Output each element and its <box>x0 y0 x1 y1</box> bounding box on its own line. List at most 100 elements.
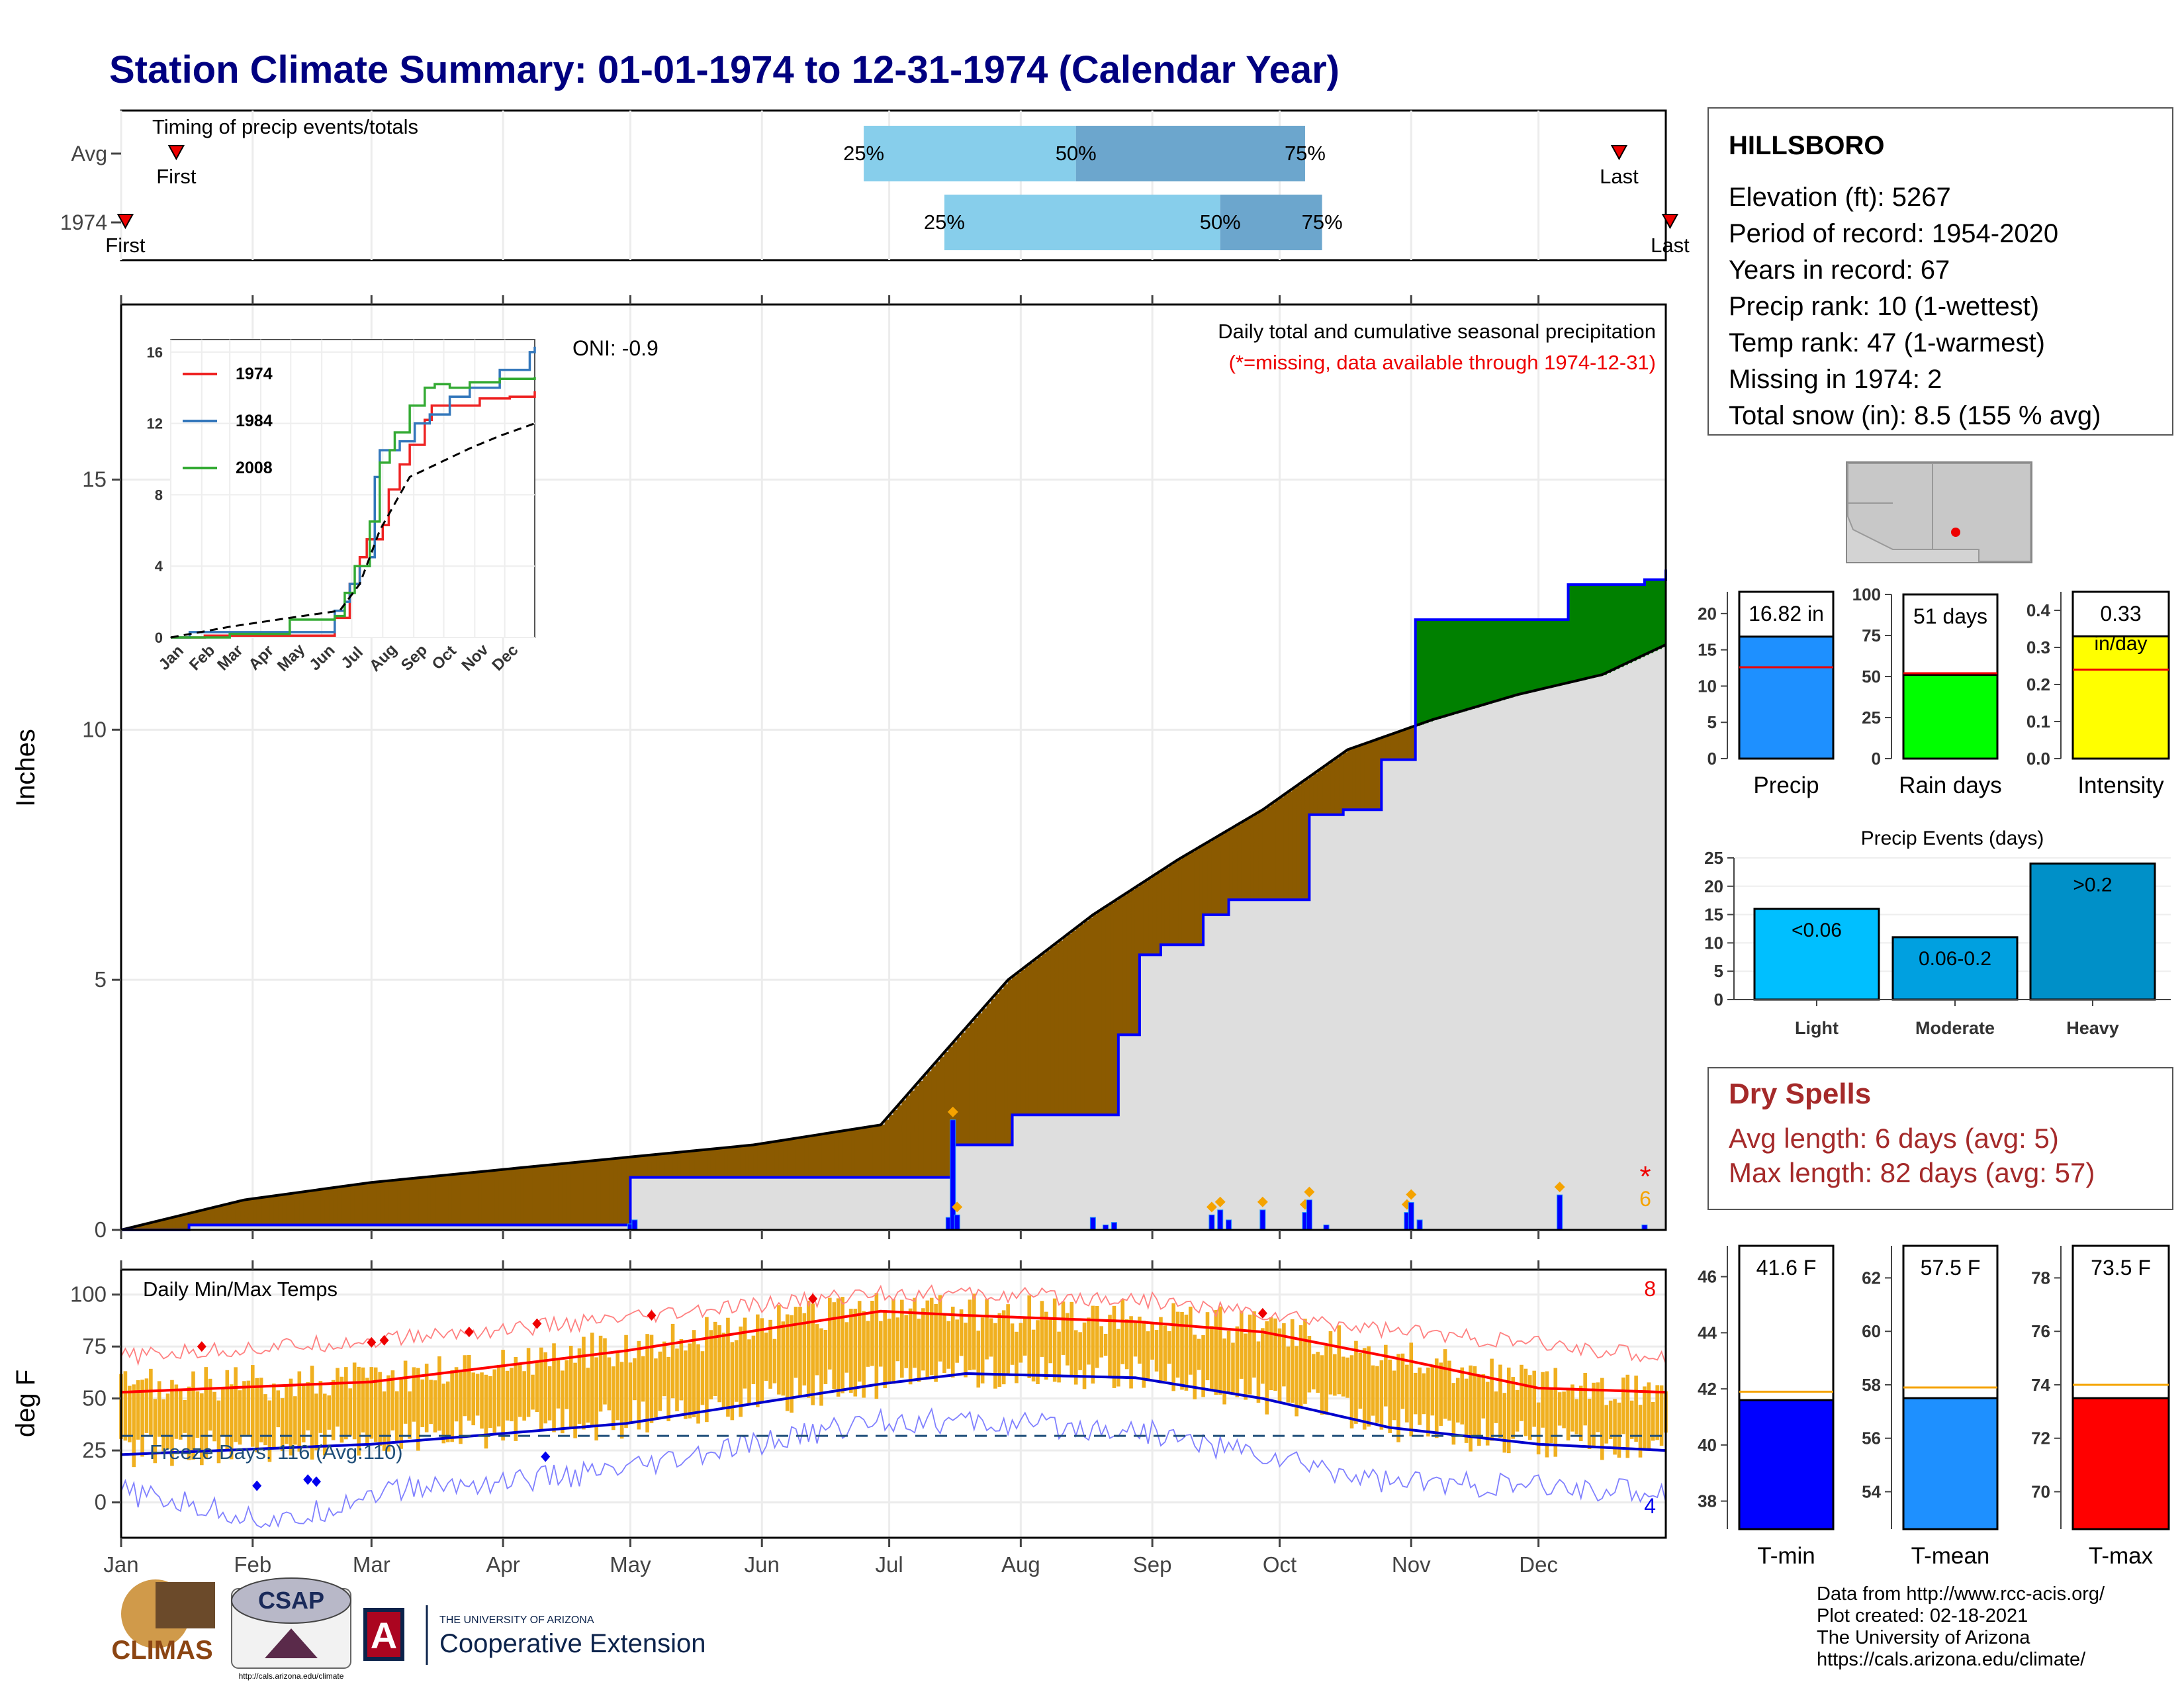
daily-temp-range-bar <box>437 1356 441 1431</box>
daily-temp-range-bar <box>280 1398 285 1452</box>
daily-temp-range-bar <box>603 1338 607 1405</box>
daily-temp-range-bar <box>874 1293 879 1399</box>
daily-temp-range-bar <box>293 1396 297 1445</box>
daily-temp-range-bar <box>806 1300 811 1398</box>
daily-temp-range-bar <box>1146 1331 1150 1380</box>
daily-precip-bar <box>1259 1209 1266 1231</box>
daily-temp-range-bar <box>654 1358 658 1418</box>
daily-temp-range-bar <box>522 1371 526 1421</box>
heavy-event-diamond-icon <box>1406 1189 1417 1200</box>
daily-temp-range-bar <box>212 1391 216 1442</box>
daily-temp-range-bar <box>543 1352 548 1424</box>
timing-p25-label: 25% <box>843 142 884 165</box>
daily-temp-range-bar <box>1328 1331 1333 1395</box>
daily-temp-range-bar <box>959 1309 964 1356</box>
daily-temp-range-bar <box>628 1362 633 1424</box>
timing-p50-label: 50% <box>1200 211 1241 234</box>
daily-temp-range-bar <box>849 1309 853 1393</box>
daily-temp-range-bar <box>1418 1367 1422 1425</box>
heavy-event-diamond-icon <box>1554 1182 1565 1193</box>
month-axis-label: May <box>610 1552 651 1577</box>
daily-temp-range-bar <box>1638 1405 1643 1458</box>
daily-temp-range-bar <box>950 1306 955 1378</box>
daily-temp-range-bar <box>619 1362 624 1439</box>
daily-temp-range-bar <box>250 1365 255 1447</box>
missing-data-asterisk-icon: * <box>1639 1160 1651 1193</box>
daily-temp-range-bar <box>1592 1382 1596 1446</box>
daily-temp-range-bar <box>1498 1364 1502 1438</box>
daily-temp-range-bar <box>1375 1366 1379 1423</box>
daily-temp-range-bar <box>1464 1378 1469 1443</box>
daily-temp-range-bar <box>429 1380 433 1425</box>
precip-summary-value-label: 16.82 in <box>1749 602 1824 626</box>
daily-temp-range-bar <box>238 1390 242 1445</box>
daily-temp-range-bar <box>756 1314 760 1407</box>
daily-temp-range-bar <box>454 1367 459 1422</box>
daily-temp-range-bar <box>1197 1338 1201 1370</box>
daily-temp-range-bar <box>569 1346 573 1427</box>
timing-p50-label: 50% <box>1056 142 1097 165</box>
dry-spells-panel: Dry Spells Avg length: 6 days (avg: 5) M… <box>1707 1067 2173 1210</box>
daily-temp-range-bar <box>972 1293 976 1370</box>
daily-temp-range-bar <box>1311 1354 1316 1389</box>
daily-temp-range-bar <box>1413 1372 1418 1415</box>
rain-days-summary-category-label: Rain days <box>1899 773 2002 798</box>
precip-events-category-label: Light <box>1795 1018 1839 1038</box>
record-max-line <box>120 1284 1666 1366</box>
daily-temp-range-bar <box>1057 1331 1061 1383</box>
month-axis-label: Jun <box>745 1552 780 1577</box>
daily-temp-range-bar <box>1621 1378 1625 1434</box>
record-high-marker-icon <box>532 1318 542 1329</box>
tmean-summary-value-label: 57.5 F <box>1921 1256 1981 1280</box>
daily-temp-range-bar <box>666 1356 670 1421</box>
daily-temp-range-bar <box>234 1367 238 1442</box>
summary-ytick-label: 78 <box>2031 1268 2050 1288</box>
oni-label: ONI: -0.9 <box>572 336 659 360</box>
daily-temp-range-bar <box>539 1347 543 1431</box>
daily-temp-range-bar <box>692 1330 696 1417</box>
summary-ytick-label: 20 <box>1698 604 1717 624</box>
daily-precip-bar <box>1111 1222 1117 1231</box>
daily-temp-range-bar <box>1528 1375 1532 1440</box>
daily-temp-range-bar <box>853 1309 858 1397</box>
daily-temp-range-bar <box>420 1379 425 1427</box>
station-location-dot <box>1951 528 1960 537</box>
daily-temp-range-bar <box>772 1338 777 1383</box>
summary-ytick-label: 100 <box>1852 585 1881 604</box>
footer-credits: Data from http://www.rcc-acis.org/ Plot … <box>1817 1583 2105 1671</box>
daily-temp-range-bar <box>289 1378 293 1456</box>
tmean-summary-bar <box>1902 1397 1999 1530</box>
daily-temp-range-bar <box>1502 1393 1507 1453</box>
daily-temp-range-bar <box>1159 1317 1163 1383</box>
daily-temp-range-bar <box>760 1318 764 1402</box>
map-state-new-mexico <box>1932 463 2031 562</box>
daily-temp-range-bar <box>1643 1386 1647 1450</box>
daily-temp-range-bar <box>501 1350 505 1441</box>
daily-temp-range-bar <box>1120 1299 1125 1364</box>
daily-temp-range-bar <box>823 1330 828 1384</box>
daily-temp-range-bar <box>670 1323 675 1399</box>
intensity-summary-unit-label: in/day <box>2094 633 2147 655</box>
daily-temp-range-bar <box>318 1381 323 1433</box>
daily-temp-range-bar <box>798 1307 802 1398</box>
precip-events-bar-heavy <box>2029 863 2156 1001</box>
last-event-marker-icon <box>1661 214 1679 230</box>
precip-ytick-label: 15 <box>82 467 107 491</box>
daily-temp-range-bar <box>1235 1326 1240 1397</box>
daily-temp-range-bar <box>705 1317 709 1423</box>
daily-temp-range-bar <box>1265 1321 1269 1415</box>
daily-temp-range-bar <box>598 1335 603 1412</box>
daily-temp-range-bar <box>535 1362 539 1413</box>
tmax-summary-bar <box>2071 1397 2170 1530</box>
daily-temp-range-bar <box>1341 1356 1345 1397</box>
record-low-marker-icon <box>252 1480 262 1491</box>
daily-temp-range-bar <box>378 1372 382 1446</box>
station-info-panel: HILLSBORO Elevation (ft): 5267 Period of… <box>1707 107 2173 436</box>
daily-temp-range-bar <box>802 1313 807 1385</box>
csap-cloud-icon <box>231 1577 351 1624</box>
daily-temp-range-bar <box>229 1384 234 1460</box>
daily-temp-range-bar <box>183 1399 187 1433</box>
daily-temp-range-bar <box>785 1314 790 1411</box>
daily-temp-range-bar <box>964 1323 968 1378</box>
daily-temp-range-bar <box>781 1321 786 1396</box>
